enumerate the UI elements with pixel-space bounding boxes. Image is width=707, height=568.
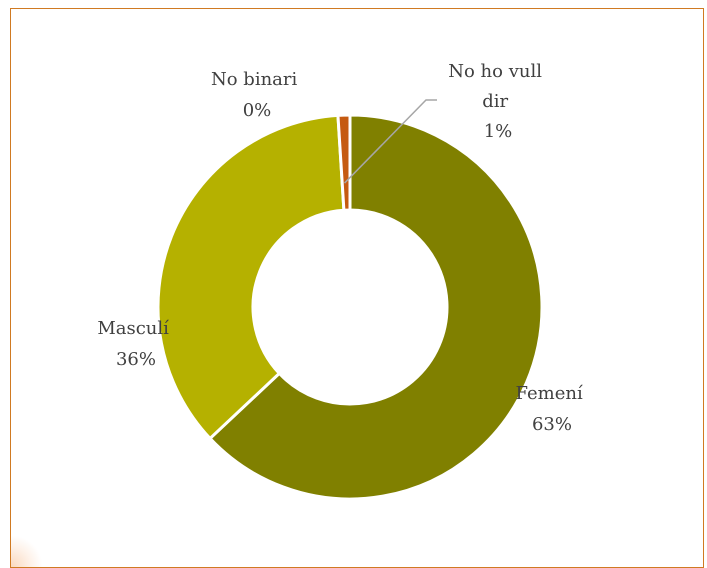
label-no-binari: No binari 0% <box>211 69 303 121</box>
donut-chart: Femení 63% Masculí 36% No binari 0% No h… <box>97 61 589 501</box>
leader-line-no-ho-vull-dir <box>343 99 437 184</box>
slice-femeni <box>207 113 544 501</box>
label-femeni: Femení 63% <box>516 383 589 435</box>
label-no-ho-vull-dir: No ho vull dir 1% <box>448 61 547 142</box>
slice-masculi <box>156 113 346 441</box>
label-masculi: Masculí 36% <box>97 318 174 370</box>
slice-no-ho-vull-dir <box>336 113 352 212</box>
donut-slices <box>156 113 544 501</box>
leader-lines <box>343 99 437 184</box>
